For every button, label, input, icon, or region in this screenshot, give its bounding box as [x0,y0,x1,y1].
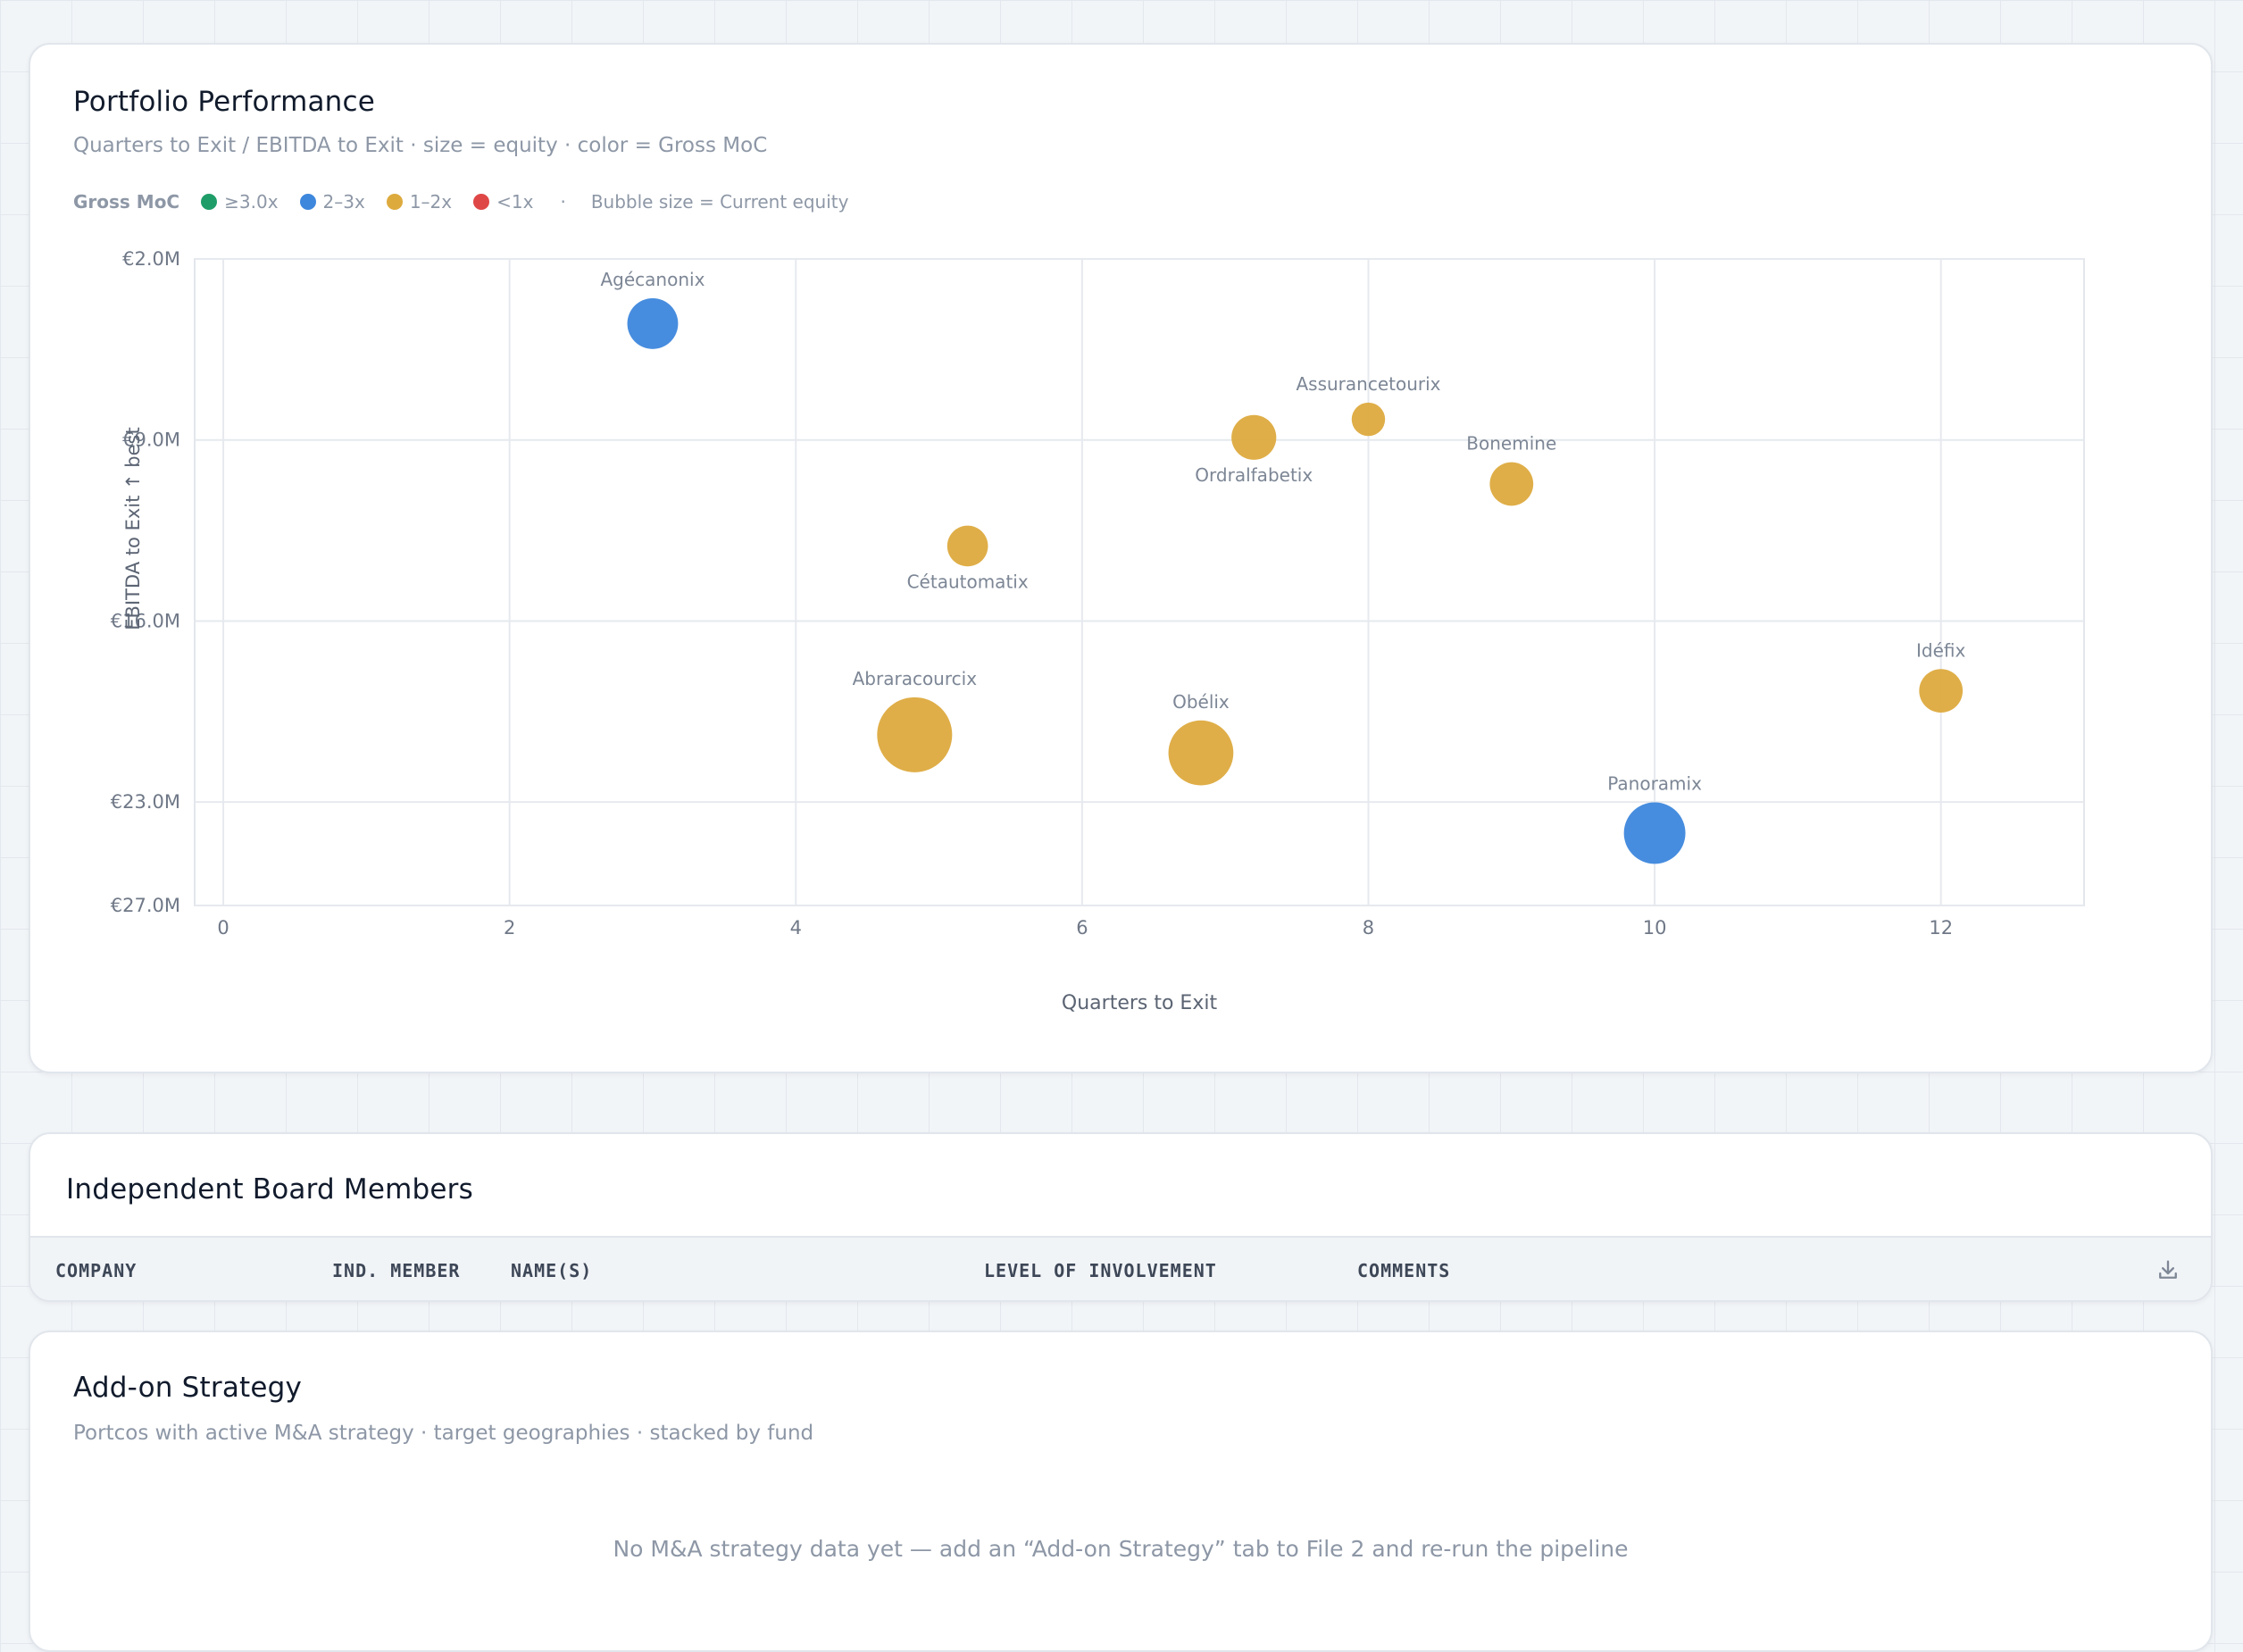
card-title: Portfolio Performance [73,86,376,118]
bubble-chart: €2.0M €9.0M €16.0M €23.0M €27.0M 0 2 4 6 8 10 12 Qua… [111,248,2085,1014]
bubble-point [1351,402,1386,437]
bubble-point [1168,720,1234,786]
addon-strategy-card: Add-on Strategy Portcos with active M&A … [29,1331,2213,1652]
legend-dot-icon [473,194,490,210]
bubble-label: Abraracourcix [853,668,978,689]
bubble-label: Idéfix [1916,639,1965,661]
legend-label: ≥3.0x [224,191,279,213]
plot-area [194,258,2085,906]
x-tick-label: 10 [1643,917,1667,939]
bubble-point [877,697,953,772]
legend-label: 1–2x [409,191,453,213]
legend-item-moc-1-2x: 1–2x [386,191,453,213]
x-tick-label: 0 [217,917,229,939]
table-header: COMPANY IND. MEMBER NAME(S) LEVEL OF INV… [30,1236,2211,1300]
legend-size-note: Bubble size = Current equity [590,191,849,213]
column-header-comments[interactable]: COMMENTS [1357,1260,1451,1281]
bubble-point [627,297,679,349]
bubble-label: Cétautomatix [907,571,1029,592]
bubble-label: Ordralfabetix [1195,464,1313,486]
bubble-label: Agécanonix [601,269,705,290]
bubble-label: Bonemine [1466,433,1556,455]
legend-separator: · [560,191,566,213]
legend-item-moc-2-3x: 2–3x [299,191,365,213]
y-tick-label: €9.0M [122,430,180,451]
y-tick-label: €2.0M [122,248,180,270]
column-header-involvement[interactable]: LEVEL OF INVOLVEMENT [984,1260,1217,1281]
y-tick-label: €27.0M [111,895,180,916]
legend-label: <1x [496,191,534,213]
download-icon[interactable] [2155,1257,2180,1282]
card-subtitle: Quarters to Exit / EBITDA to Exit · size… [73,134,768,157]
card-subtitle: Portcos with active M&A strategy · targe… [73,1422,814,1445]
bubble-point [946,525,988,567]
legend-label: 2–3x [322,191,365,213]
bubble-label: Obélix [1172,691,1230,713]
bubble-label: Panoramix [1607,772,1702,794]
legend-item-moc-under-1x: <1x [473,191,533,213]
y-tick-label: €16.0M [111,610,180,631]
column-header-names[interactable]: NAME(S) [511,1260,593,1281]
legend-dot-icon [201,194,218,210]
y-tick-label: €23.0M [111,791,180,813]
column-header-company[interactable]: COMPANY [55,1260,138,1281]
portfolio-performance-card: Portfolio Performance Quarters to Exit /… [29,43,2213,1073]
card-title: Independent Board Members [66,1173,473,1206]
bubble-point [1623,802,1686,864]
x-tick-label: 12 [1929,917,1953,939]
y-axis-label: EBITDA to Exit ↑ best [122,427,144,630]
x-axis-label: Quarters to Exit [1062,992,1218,1014]
legend-dot-icon [299,194,316,210]
bubble-point [1489,462,1534,506]
bubble-label: Assurancetourix [1296,373,1440,395]
x-tick-label: 8 [1363,917,1374,939]
x-tick-label: 6 [1076,917,1088,939]
bubble-point [1919,669,1964,713]
card-title: Add-on Strategy [73,1372,303,1404]
board-members-card: Independent Board Members COMPANY IND. M… [29,1132,2213,1302]
column-header-ind-member[interactable]: IND. MEMBER [332,1260,461,1281]
empty-state-message: No M&A strategy data yet — add an “Add-o… [613,1536,1629,1562]
legend-item-moc-3x: ≥3.0x [201,191,279,213]
bubble-point [1231,414,1277,460]
legend-title: Gross MoC [73,191,180,213]
x-tick-label: 4 [790,917,802,939]
legend-dot-icon [386,194,403,210]
x-tick-label: 2 [504,917,515,939]
chart-legend: Gross MoC ≥3.0x 2–3x 1–2x <1x · Bubble s… [73,191,848,213]
